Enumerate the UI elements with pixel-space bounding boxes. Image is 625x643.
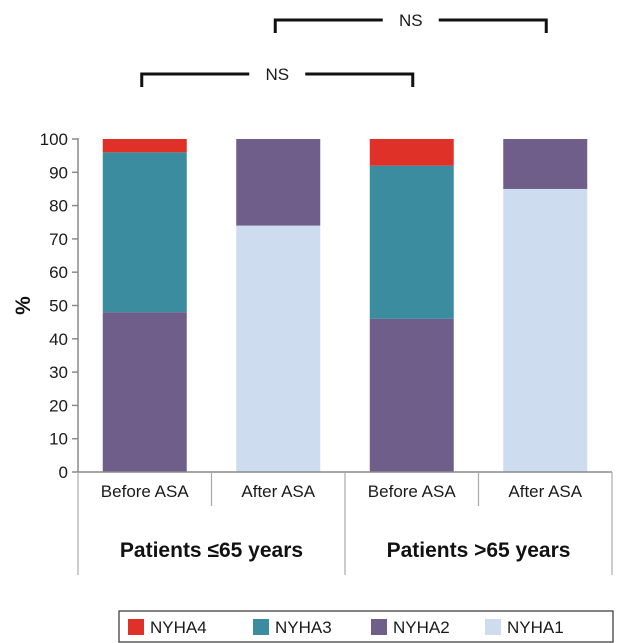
bar-segment-nyha1 bbox=[236, 225, 321, 472]
y-tick-label: 100 bbox=[40, 130, 68, 149]
comparison-brackets: NS NS bbox=[140, 11, 548, 87]
bar-segment-nyha3 bbox=[369, 165, 454, 319]
y-tick-label: 50 bbox=[49, 297, 68, 316]
y-tick-label: 20 bbox=[49, 396, 68, 415]
x-tick-label: Before ASA bbox=[101, 482, 190, 501]
x-tick-label: After ASA bbox=[508, 482, 582, 501]
bracket-right-arm bbox=[305, 72, 415, 87]
legend-swatch bbox=[128, 619, 144, 635]
bar-segment-nyha4 bbox=[369, 139, 454, 166]
bar-segment-nyha1 bbox=[503, 188, 588, 472]
y-axis-label: % bbox=[12, 296, 35, 315]
legend-item-nyha4: NYHA4 bbox=[128, 618, 207, 637]
y-tick-label: 30 bbox=[49, 363, 68, 382]
bar-segment-nyha2 bbox=[236, 139, 321, 226]
comparison-bracket: NS bbox=[140, 65, 415, 87]
x-tick-label: Before ASA bbox=[368, 482, 457, 501]
bars bbox=[102, 139, 588, 472]
y-axis: 0 10 20 30 40 50 60 70 80 90 100 bbox=[40, 130, 79, 482]
legend-item-nyha3: NYHA3 bbox=[253, 618, 332, 637]
bar-segment-nyha2 bbox=[102, 312, 187, 472]
bar-segment-nyha4 bbox=[102, 139, 187, 153]
comparison-bracket: NS bbox=[273, 11, 548, 33]
bracket-left-arm bbox=[273, 18, 383, 33]
legend-swatch bbox=[253, 619, 269, 635]
y-tick-label: 90 bbox=[49, 163, 68, 182]
legend-label: NYHA4 bbox=[150, 618, 207, 637]
legend-label: NYHA2 bbox=[393, 618, 450, 637]
legend-label: NYHA3 bbox=[275, 618, 332, 637]
y-tick-label: 10 bbox=[49, 430, 68, 449]
y-tick-label: 70 bbox=[49, 230, 68, 249]
y-tick-label: 80 bbox=[49, 197, 68, 216]
legend-item-nyha1: NYHA1 bbox=[485, 618, 564, 637]
x-tick-label: After ASA bbox=[241, 482, 315, 501]
x-axis: Before ASA After ASA Before ASA After ASA bbox=[77, 471, 613, 575]
bar-segment-nyha2 bbox=[369, 318, 454, 472]
legend-swatch bbox=[371, 619, 387, 635]
legend-swatch bbox=[485, 619, 501, 635]
comparison-label: NS bbox=[265, 65, 289, 84]
y-tick-label: 0 bbox=[59, 463, 68, 482]
group-label: Patients >65 years bbox=[387, 539, 571, 562]
y-tick-label: 60 bbox=[49, 263, 68, 282]
bar-segment-nyha2 bbox=[503, 139, 588, 189]
bracket-right-arm bbox=[438, 18, 548, 33]
legend-label: NYHA1 bbox=[507, 618, 564, 637]
legend-item-nyha2: NYHA2 bbox=[371, 618, 450, 637]
legend-box bbox=[118, 610, 614, 643]
bar-segment-nyha3 bbox=[102, 152, 187, 313]
legend: NYHA4 NYHA3 NYHA2 NYHA1 bbox=[118, 610, 614, 643]
bracket-left-arm bbox=[140, 72, 250, 87]
comparison-label: NS bbox=[399, 11, 423, 30]
y-tick-label: 40 bbox=[49, 330, 68, 349]
group-labels: Patients ≤65 years Patients >65 years bbox=[120, 539, 571, 562]
group-label: Patients ≤65 years bbox=[120, 539, 303, 562]
